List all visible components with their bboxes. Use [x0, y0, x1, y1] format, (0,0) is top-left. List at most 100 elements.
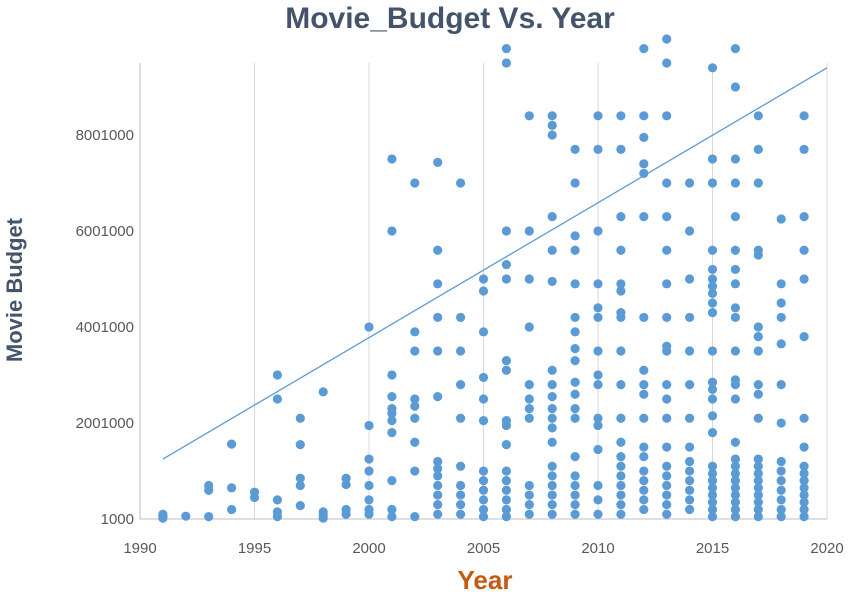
data-point [639, 476, 649, 486]
data-point [433, 490, 443, 500]
data-point [501, 43, 511, 54]
data-point [685, 495, 695, 505]
data-point [639, 168, 649, 179]
data-point [478, 372, 489, 383]
data-point [524, 226, 534, 236]
data-point [410, 437, 420, 447]
data-point [524, 111, 534, 121]
data-point [753, 461, 763, 471]
data-point [593, 413, 603, 423]
data-point [799, 490, 809, 500]
data-point [776, 298, 786, 308]
data-point [410, 327, 420, 337]
data-point [799, 274, 809, 284]
data-point [524, 490, 534, 500]
data-point [662, 500, 672, 510]
data-point [707, 178, 718, 188]
data-point [478, 495, 489, 505]
data-point [799, 504, 809, 515]
data-point [387, 428, 397, 438]
data-point [501, 365, 511, 375]
data-point [181, 511, 191, 521]
data-point [204, 485, 214, 495]
data-point [776, 339, 786, 349]
data-point [227, 483, 237, 493]
data-point [570, 356, 580, 366]
data-point [433, 500, 443, 510]
data-point [547, 509, 557, 519]
x-tick-label: 1990 [123, 540, 156, 557]
data-point [799, 476, 809, 486]
data-point [478, 466, 489, 476]
data-point [639, 43, 649, 54]
data-point [707, 288, 718, 299]
x-tick-label: 1995 [238, 540, 271, 557]
data-point [639, 452, 649, 462]
data-point [158, 513, 168, 523]
data-point [318, 513, 328, 523]
data-point [616, 437, 626, 447]
data-point [387, 154, 397, 164]
data-point [570, 452, 580, 462]
data-point [456, 500, 466, 510]
data-point [616, 312, 626, 323]
data-point [410, 394, 420, 404]
data-point [662, 111, 672, 121]
data-point [318, 387, 328, 397]
data-point [662, 490, 672, 500]
data-point [616, 144, 626, 155]
data-point [410, 466, 420, 476]
data-point [341, 479, 351, 490]
data-point [616, 461, 626, 471]
data-point [753, 346, 763, 356]
data-point [478, 394, 489, 404]
data-point [570, 490, 580, 500]
data-point [799, 413, 809, 423]
data-point [685, 413, 695, 423]
data-point [547, 423, 557, 433]
data-point [799, 497, 809, 507]
data-point [433, 312, 443, 323]
data-point [662, 480, 672, 491]
data-point [753, 332, 763, 342]
data-point [776, 418, 786, 428]
data-point [639, 504, 649, 515]
data-point [707, 411, 718, 421]
data-point [685, 178, 695, 188]
data-point [272, 394, 282, 404]
data-point [616, 471, 626, 481]
data-point [639, 413, 649, 423]
data-point [524, 322, 534, 332]
data-point [433, 157, 443, 167]
data-point [501, 420, 511, 431]
data-point [730, 380, 741, 390]
data-point [799, 512, 809, 522]
data-point [593, 495, 603, 505]
data-point [593, 226, 603, 236]
data-point [364, 466, 374, 476]
data-point [799, 332, 809, 342]
data-point [662, 413, 672, 423]
data-point [524, 274, 534, 284]
data-point [433, 346, 443, 356]
data-point [776, 504, 786, 515]
data-point [685, 485, 695, 495]
data-point [639, 111, 649, 121]
data-point [730, 346, 741, 356]
y-tick-label: 8001000 [76, 127, 134, 144]
data-point [776, 495, 786, 505]
data-point [707, 154, 718, 164]
data-point [547, 471, 557, 481]
data-point [433, 509, 443, 519]
data-point [593, 312, 603, 323]
data-point [456, 312, 466, 323]
data-point [662, 471, 672, 481]
data-point [707, 428, 718, 438]
data-point [707, 461, 718, 471]
data-point [776, 279, 786, 289]
data-point [753, 454, 763, 464]
data-point [570, 413, 580, 423]
data-point [730, 394, 741, 404]
data-point [707, 298, 718, 308]
